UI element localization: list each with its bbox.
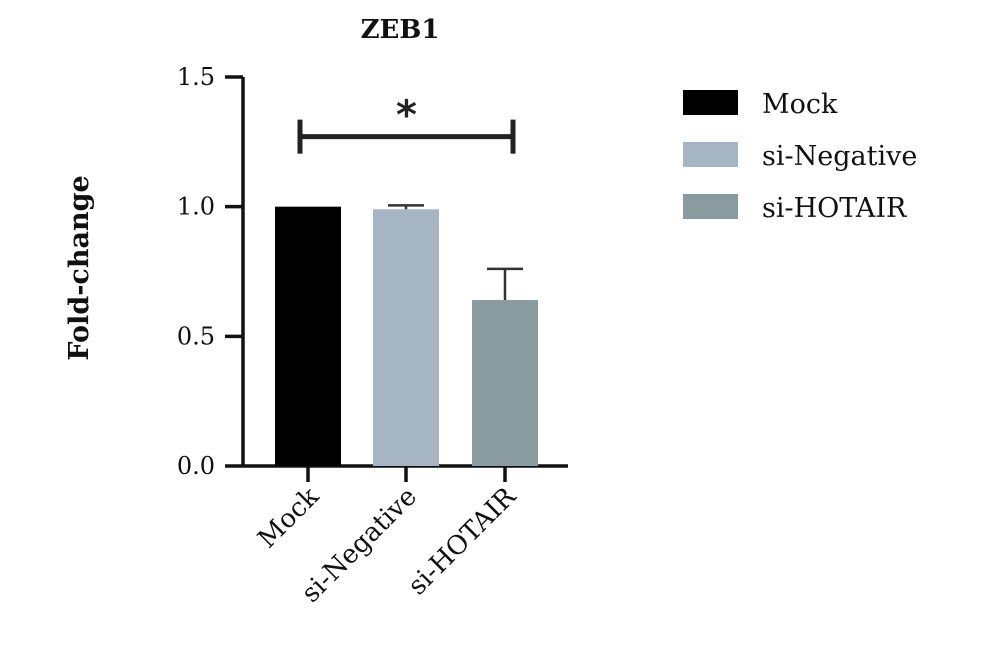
y-tick-label: 0.0 <box>177 452 215 480</box>
y-tick-label: 1.5 <box>177 63 215 91</box>
bar-si-hotair <box>472 300 538 466</box>
chart-title: ZEB1 <box>361 15 440 45</box>
legend: Mock si-Negative si-HOTAIR <box>683 89 917 224</box>
error-bars <box>388 204 523 301</box>
significance-star: * <box>396 93 417 139</box>
legend-swatch <box>683 142 738 167</box>
x-tick-label: si-HOTAIR <box>402 481 522 601</box>
bar-mock <box>275 206 341 466</box>
legend-swatch <box>683 194 738 219</box>
y-axis-label: Fold-change <box>64 175 95 360</box>
legend-label: si-HOTAIR <box>762 193 907 224</box>
legend-swatch <box>683 90 738 115</box>
x-tick-label: Mock <box>252 482 325 555</box>
y-tick-label: 1.0 <box>177 193 215 221</box>
bars <box>275 206 538 466</box>
legend-label: Mock <box>762 89 838 120</box>
bar-si-negative <box>373 209 439 466</box>
legend-label: si-Negative <box>762 141 917 172</box>
significance-bracket: * <box>297 93 516 154</box>
y-tick-label: 0.5 <box>177 322 215 350</box>
